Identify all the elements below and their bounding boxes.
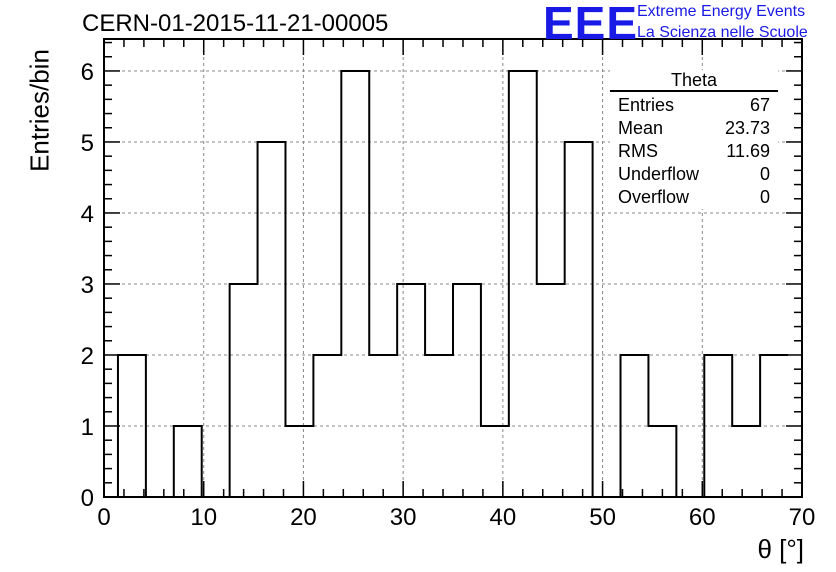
y-tick-label: 6 [81, 59, 94, 86]
stats-title: Theta [610, 70, 778, 92]
histogram-bin [565, 142, 593, 497]
histogram-bin [648, 426, 676, 497]
stats-label: Overflow [618, 187, 690, 207]
x-axis: 0 10 20 30 40 50 60 70 [97, 39, 815, 531]
y-tick-label: 0 [81, 485, 94, 512]
histogram-bin [481, 426, 509, 497]
stats-label: RMS [618, 141, 658, 161]
stats-label: Underflow [618, 164, 700, 184]
stats-row-entries: Entries 67 [610, 94, 778, 117]
x-tick-label: 60 [689, 504, 716, 531]
logo-subtitle-1: Extreme Energy Events [637, 3, 806, 20]
x-tick-label: 30 [390, 504, 417, 531]
stats-row-mean: Mean 23.73 [610, 117, 778, 140]
plot-border [103, 38, 803, 498]
stats-label: Mean [618, 118, 664, 138]
histogram-bin [174, 426, 202, 497]
stats-value: 67 [749, 95, 770, 115]
histogram-bin [230, 284, 258, 497]
stats-value: 11.69 [726, 141, 770, 161]
x-axis-label: θ [°] [757, 534, 804, 564]
y-tick-label: 4 [81, 201, 94, 228]
stats-value: 0 [759, 164, 770, 184]
stats-value: 0 [759, 187, 770, 207]
y-axis-label: Entries/bin [24, 49, 55, 172]
logo-subtitle-2: La Scienza nelle Scuole [637, 24, 808, 41]
histogram-bin [732, 426, 760, 497]
stats-label: Entries [618, 95, 675, 115]
x-tick-label: 50 [589, 504, 616, 531]
histogram-bin [258, 142, 286, 497]
y-tick-label: 2 [81, 343, 94, 370]
stats-row-rms: RMS 11.69 [610, 140, 778, 163]
x-tick-label: 40 [490, 504, 517, 531]
stats-row-overflow: Overflow 0 [610, 186, 778, 209]
chart-title: CERN-01-2015-11-21-00005 [82, 10, 389, 37]
stats-box: Theta Entries 67 Mean 23.73 RMS 11.69 Un… [610, 70, 778, 209]
y-tick-label: 3 [81, 272, 94, 299]
x-tick-label: 0 [97, 504, 110, 531]
x-tick-label: 20 [290, 504, 317, 531]
stats-row-underflow: Underflow 0 [610, 163, 778, 186]
y-tick-label: 5 [81, 130, 94, 157]
stats-value: 23.73 [724, 118, 770, 138]
histogram-bin [285, 426, 313, 497]
histogram-bin [453, 284, 481, 497]
histogram-bin [397, 284, 425, 497]
x-tick-label: 70 [789, 504, 816, 531]
eee-logo: EEE [543, 0, 639, 49]
plot-frame [103, 38, 803, 498]
y-tick-label: 1 [81, 414, 94, 441]
histogram-bin [537, 284, 565, 497]
x-tick-label: 10 [190, 504, 217, 531]
y-axis: 0 1 2 3 4 5 6 [81, 41, 802, 512]
